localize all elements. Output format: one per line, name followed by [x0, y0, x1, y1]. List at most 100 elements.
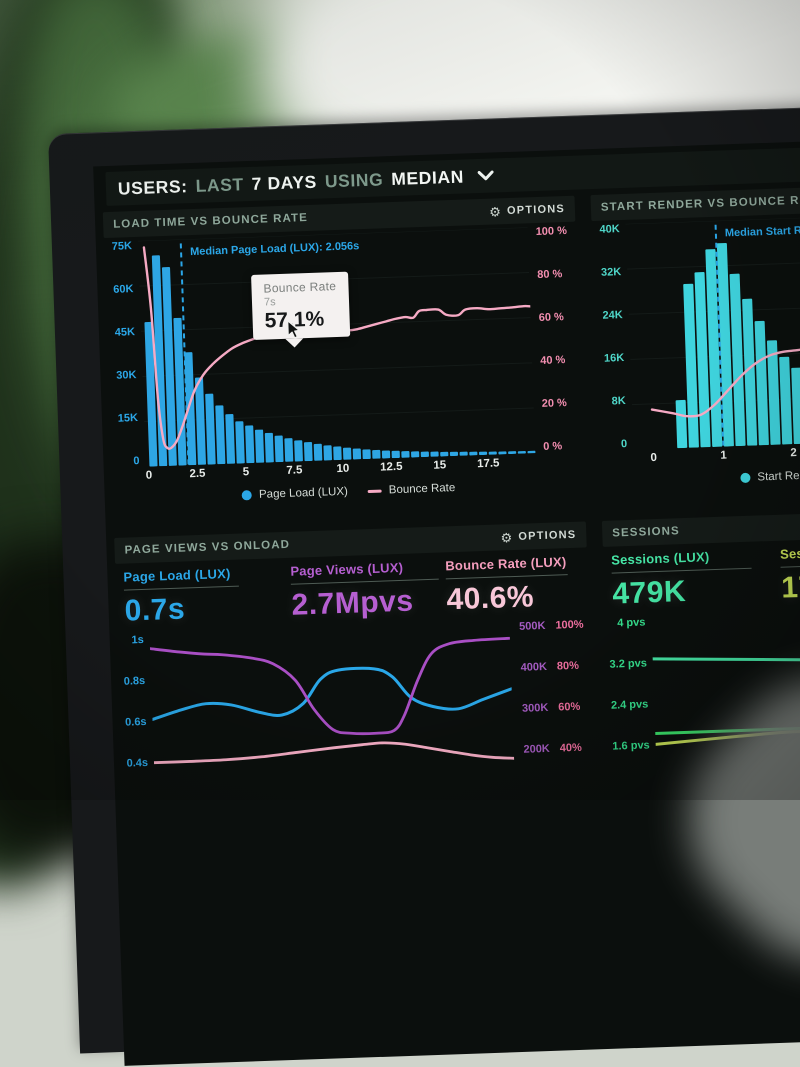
- series-line: [651, 657, 800, 722]
- stat-underline: [123, 585, 239, 591]
- panel-grid: LOAD TIME VS BOUNCE RATE ⚙ OPTIONS 75K 60…: [95, 174, 800, 784]
- legend-item[interactable]: Bounce Rate: [367, 482, 456, 497]
- options-button[interactable]: ⚙ OPTIONS: [500, 528, 577, 545]
- load-time-chart[interactable]: Median Page Load (LUX): 2.056s Bounce Ra…: [137, 227, 536, 467]
- gear-icon[interactable]: ⚙: [500, 529, 514, 545]
- x-tick-label: 0: [650, 451, 658, 465]
- mouse-cursor-icon: [287, 319, 306, 340]
- axis-label: 0.6s: [124, 715, 147, 729]
- histogram-bars: [675, 243, 800, 449]
- axis-label: 0 %: [543, 440, 563, 453]
- axis-label: 32K: [600, 266, 622, 279]
- axis-label: 1s: [131, 633, 144, 647]
- axis-label: 100 %: [535, 224, 568, 239]
- page-views-chart[interactable]: [149, 620, 515, 782]
- axis-label: 4 pvs: [617, 616, 646, 630]
- chevron-down-icon[interactable]: [477, 170, 494, 181]
- axis-label: 15K: [117, 412, 139, 425]
- axis-label: 80 %: [537, 268, 563, 282]
- median-line: [179, 243, 190, 466]
- stat-underline: [290, 578, 439, 585]
- stat-value: 2.7Mpvs: [291, 584, 414, 622]
- x-tick-label: 2.5: [189, 467, 206, 481]
- series-line: [653, 717, 800, 736]
- axis-label: 45K: [114, 326, 136, 339]
- legend-dot-icon: [740, 472, 751, 484]
- y-axis-right: 100 % 80 % 60 % 40 % 20 % 0 %: [528, 224, 580, 453]
- x-tick-label: 2: [790, 447, 798, 460]
- axis-label: 0: [620, 437, 628, 451]
- stat-label: Sessions (LUX): [610, 549, 710, 568]
- x-tick-label: 12.5: [379, 460, 403, 474]
- axis-label: 60 %: [538, 311, 564, 324]
- start-render-chart[interactable]: Median Start Rende: [625, 208, 800, 450]
- stat-label: Page Views (LUX): [290, 559, 404, 579]
- axis-label: 200K: [523, 742, 550, 756]
- axis-label: 0.8s: [123, 674, 146, 688]
- axis-label: 30K: [116, 369, 137, 382]
- axis-label: 75K: [111, 240, 133, 253]
- axis-label: 1.6 pvs: [612, 739, 650, 753]
- stat-bounce-rate: Bounce Rate (LUX) 40.6%: [445, 554, 581, 619]
- axis-label: 60K: [113, 283, 134, 296]
- tooltip-title: Bounce Rate: [263, 279, 337, 296]
- x-tick-label: 7.5: [286, 464, 303, 477]
- panel-title: LOAD TIME VS BOUNCE RATE: [112, 211, 309, 231]
- stat-label: Session: [779, 544, 800, 562]
- header-days: 7 DAYS: [251, 171, 318, 194]
- series-line: [149, 636, 512, 736]
- axis-label: 8K: [611, 395, 626, 408]
- axis-label: 2.4 pvs: [610, 698, 649, 712]
- stat-page-load: Page Load (LUX) 0.7s: [123, 564, 292, 630]
- y-axis-left: 4 pvs 3.2 pvs 2.4 pvs 1.6 pvs: [605, 616, 656, 753]
- axis-label: 16K: [603, 352, 625, 365]
- panel-title: PAGE VIEWS VS ONLOAD: [124, 538, 291, 557]
- legend-label: Page Load (LUX): [258, 485, 349, 501]
- axis-label: 40 %: [540, 354, 566, 367]
- options-button[interactable]: ⚙ OPTIONS: [489, 203, 565, 219]
- median-label: Median Start Rende: [725, 224, 800, 240]
- x-tick-label: 0: [145, 469, 153, 482]
- median-label: Median Page Load (LUX): 2.056s: [190, 240, 360, 258]
- header-median: MEDIAN: [390, 166, 465, 189]
- axis-label: 300K: [521, 701, 549, 715]
- stat-underline: [780, 561, 800, 568]
- stat-sessions: Sessions (LUX) 479K: [611, 547, 782, 613]
- axis-label: 24K: [602, 309, 623, 322]
- header-last: LAST: [195, 173, 245, 196]
- users-filter-header[interactable]: USERS: LAST 7 DAYS USING MEDIAN: [105, 140, 800, 207]
- stat-underline: [611, 567, 752, 574]
- axis-label: 0.4s: [126, 756, 149, 770]
- axis-label: 100%: [555, 618, 584, 632]
- legend-item[interactable]: Start Rende: [740, 469, 800, 484]
- histogram-bars: [144, 255, 536, 467]
- stat-page-views: Page Views (LUX) 2.7Mpvs: [290, 558, 447, 623]
- options-label: OPTIONS: [506, 203, 566, 218]
- panel-start-render: START RENDER VS BOUNCE RATE 40K 32K 24K 16K…: [590, 178, 800, 495]
- options-label: OPTIONS: [518, 528, 577, 543]
- axis-label: 80%: [556, 659, 580, 673]
- series-line: [150, 666, 514, 721]
- axis-label: 0: [133, 455, 140, 468]
- x-tick-label: 1: [720, 449, 728, 462]
- gear-icon[interactable]: ⚙: [488, 203, 503, 220]
- panel-title: START RENDER VS BOUNCE RATE: [600, 193, 800, 214]
- legend-item[interactable]: Page Load (LUX): [241, 485, 349, 502]
- stat-value: 40.6%: [445, 580, 535, 617]
- header-using: USING: [324, 168, 384, 191]
- x-tick-label: 5: [242, 466, 250, 479]
- stat-label: Page Load (LUX): [123, 565, 231, 585]
- legend-line-icon: [367, 489, 382, 493]
- header-users: USERS:: [117, 175, 188, 199]
- stat-underline: [445, 574, 568, 580]
- stat-value: 17m: [780, 569, 800, 605]
- bounce-rate-line: [650, 340, 800, 418]
- series-line: [152, 741, 515, 765]
- stat-session-duration: Session 17m: [780, 537, 800, 607]
- laptop-bezel: USERS: LAST 7 DAYS USING MEDIAN LOAD TIM…: [48, 99, 800, 1066]
- axis-label: 500K: [518, 619, 546, 633]
- panel-title: SESSIONS: [612, 525, 681, 540]
- stat-label: Bounce Rate (LUX): [445, 554, 567, 574]
- axis-label: 20 %: [541, 397, 567, 410]
- legend-label: Bounce Rate: [388, 482, 456, 497]
